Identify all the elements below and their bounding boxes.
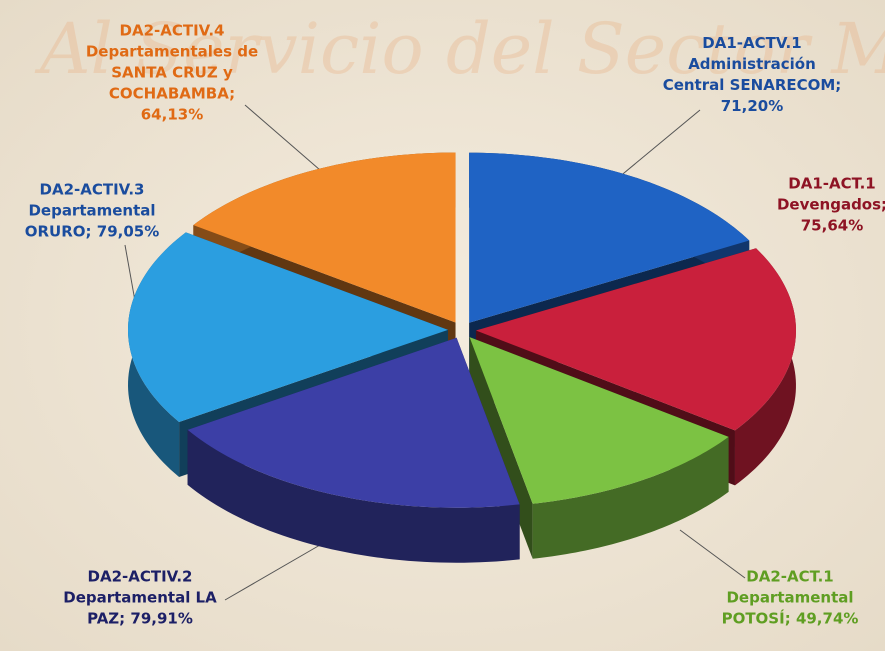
pie-slice [187,337,520,563]
category-label: DA2-ACTIV.4 Departamentales de SANTA CRU… [85,21,259,103]
value-label: 79,05% [96,222,160,241]
category-label: DA1-ACT.1 Devengados; [776,174,885,214]
leader-line [617,109,701,179]
category-label: DA2-ACTIV.3 Departamental ORURO; [24,180,156,241]
value-label: 71,20% [720,97,784,115]
slice-label: DA2-ACTIV.4 Departamentales de SANTA CRU… [85,21,260,126]
leader-line [244,104,321,171]
leader-line [679,529,746,579]
value-label: 79,91% [130,609,193,628]
slice-wall [187,429,520,563]
slice-top [469,337,729,504]
slice-top [128,232,449,422]
slice-wall [532,436,729,559]
slice-label: DA2-ACTIV.2 Departamental LA PAZ; 79,91% [45,567,235,630]
leader-line [224,544,321,601]
value-label: 49,74% [795,609,859,628]
category-label: DA2-ACTIV.2 Departamental LA PAZ; [63,567,217,628]
value-label: 64,13% [140,105,204,124]
watermark: Al Servicio del Sector Minero [40,8,885,90]
value-label: 75,64% [800,216,864,235]
slice-top [475,248,796,431]
slice-label: DA1-ACT.1 Devengados; 75,64% [772,174,885,237]
slice-top [469,152,750,323]
slice-top [187,337,520,508]
category-label: DA1-ACTV.1 Administración Central SENARE… [662,34,842,94]
slice-label: DA1-ACTV.1 Administración Central SENARE… [657,33,847,117]
category-label: DA2-ACT.1 Departamental POTOSÍ; [721,567,854,628]
slice-top [193,152,456,323]
slice-label: DA2-ACTIV.3 Departamental ORURO; 79,05% [7,180,177,243]
slice-label: DA2-ACT.1 Departamental POTOSÍ; 49,74% [715,567,865,630]
